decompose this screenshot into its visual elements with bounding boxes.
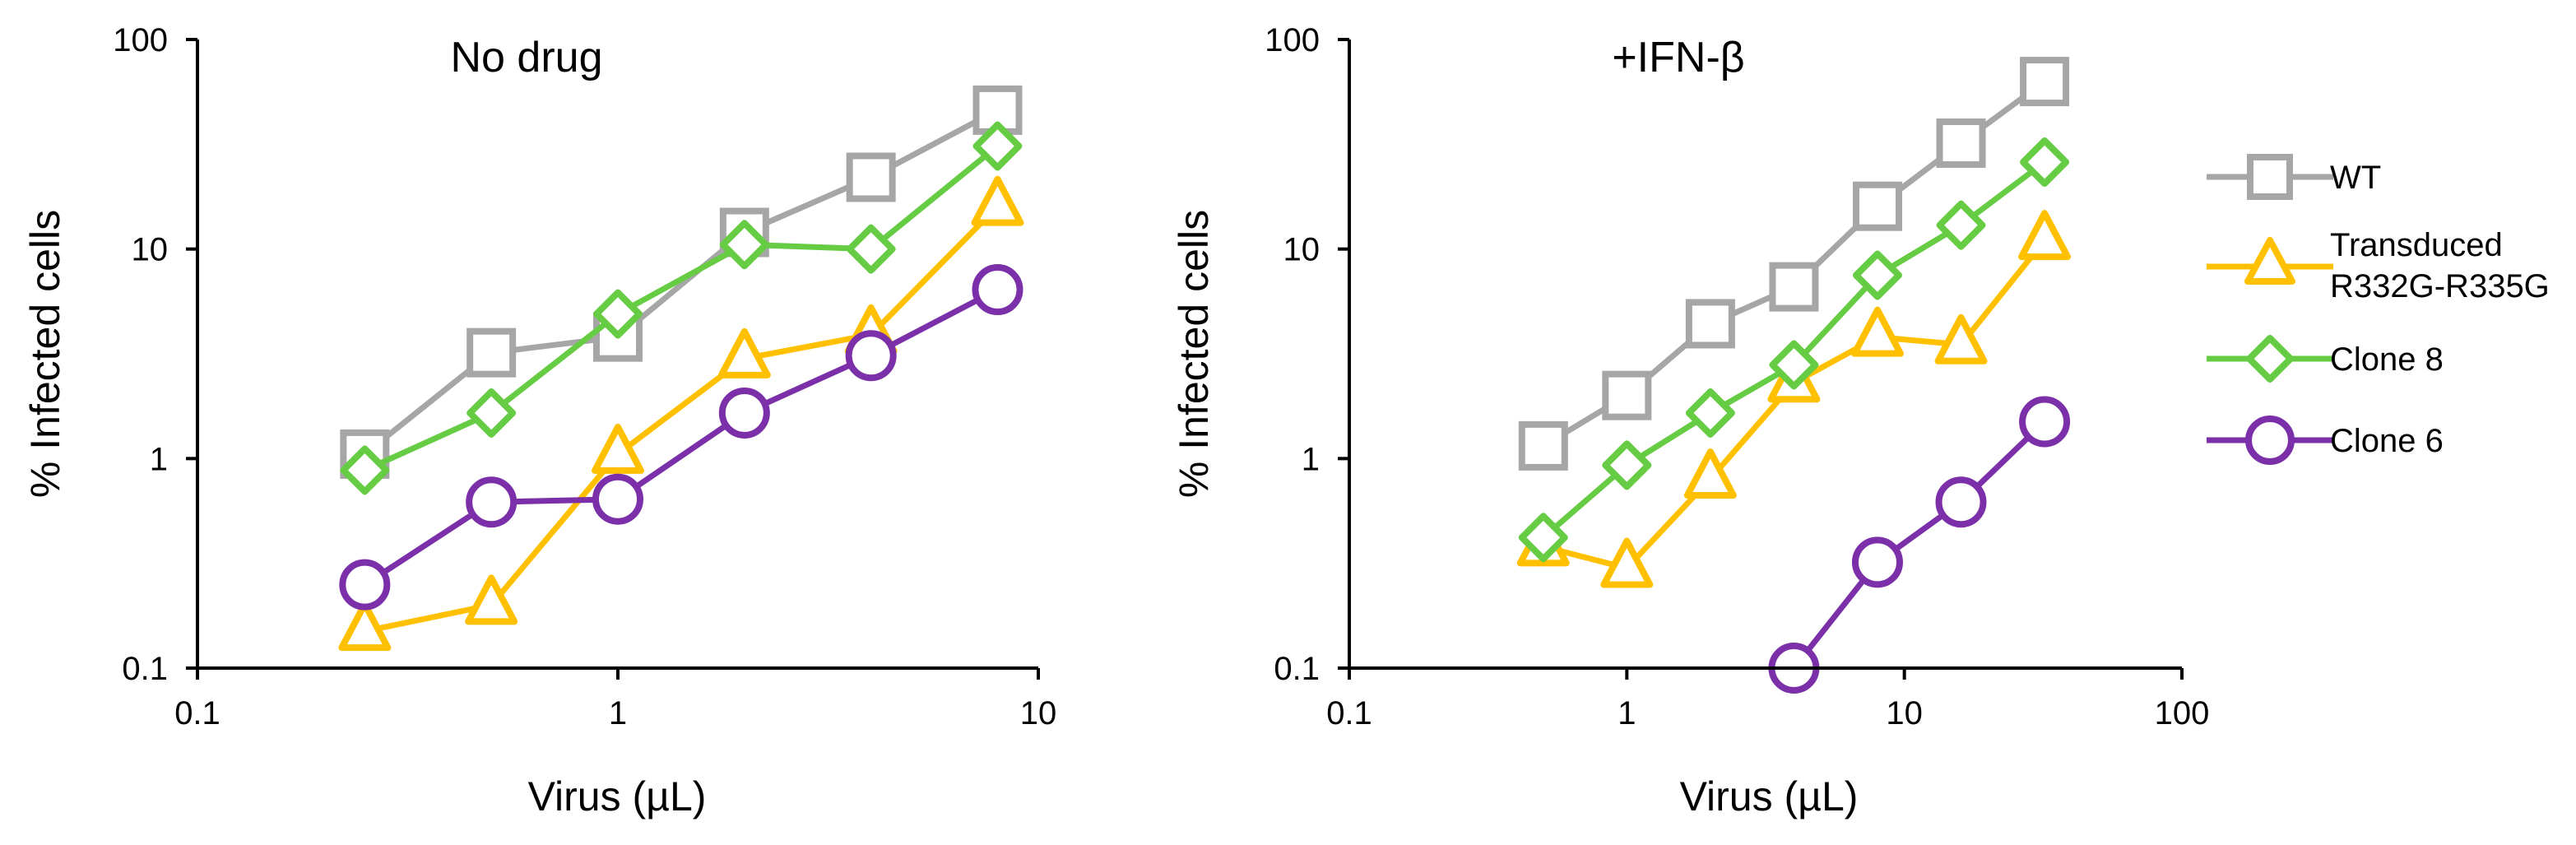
legend-label-clone-6: Clone 6 [2330, 423, 2444, 459]
legend-label-line-2: R332G-R335G [2330, 268, 2550, 304]
data-point-clone-6 [845, 330, 897, 382]
data-point-clone-6 [1935, 476, 1987, 528]
series-clone-8 [340, 121, 1023, 495]
y-tick-label: 0.1 [122, 651, 168, 687]
data-point-clone-8 [1936, 200, 1986, 250]
x-tick-label: 10 [1886, 695, 1923, 731]
data-point-transduced-r332g-r335g [971, 175, 1024, 226]
legend-label-clone-8: Clone 8 [2330, 341, 2444, 378]
y-tick-label: 1 [150, 441, 168, 477]
chart-panel-no-drug: 0.1 1 10 0.1 1 10 100 No drug Virus (µL) % Inf… [22, 22, 1056, 819]
series-layer [1516, 57, 2072, 694]
data-point-wt [1602, 370, 1652, 420]
series-line-transduced-r332g-r335g [364, 204, 1000, 634]
axes-layer: 0.1 1 10 0.1 1 10 100 [113, 22, 1056, 731]
data-point-clone-8 [1769, 340, 1819, 390]
data-point-transduced-r332g-r335g [1600, 537, 1654, 588]
x-tick-label: 0.1 [174, 695, 220, 731]
data-point-wt [2020, 57, 2070, 107]
data-point-transduced-r332g-r335g [1683, 448, 1737, 499]
data-point-wt [1518, 420, 1568, 471]
y-tick-label: 0.1 [1274, 651, 1320, 687]
legend-label-transduced: Transduced R332G-R335G [2330, 227, 2550, 304]
legend-item-clone-6: Clone 6 [2207, 416, 2444, 465]
data-point-clone-8 [719, 220, 769, 270]
data-point-clone-6 [466, 476, 518, 528]
data-point-wt [1769, 262, 1819, 312]
data-point-clone-8 [1602, 440, 1652, 490]
data-point-transduced-r332g-r335g [465, 574, 518, 625]
data-point-clone-8 [1518, 513, 1568, 563]
x-tick-label: 100 [2155, 695, 2210, 731]
data-point-transduced-r332g-r335g [717, 327, 771, 378]
series-wt [1518, 57, 2070, 471]
x-tick-label: 1 [609, 695, 627, 731]
legend-item-wt: WT [2207, 154, 2381, 200]
triangle-marker-icon [2244, 237, 2295, 285]
data-point-clone-6 [2019, 396, 2071, 448]
square-marker-icon [2247, 154, 2293, 200]
data-point-clone-6 [718, 387, 770, 439]
data-point-clone-8 [466, 388, 517, 438]
data-point-transduced-r332g-r335g [338, 601, 392, 652]
data-point-wt [466, 327, 517, 378]
series-line-clone-6 [363, 286, 1000, 587]
legend-label-line-1: Transduced [2330, 227, 2503, 263]
data-point-clone-8 [1685, 388, 1735, 438]
series-clone-8 [1518, 137, 2070, 563]
series-transduced-r332g-r335g [338, 175, 1024, 652]
data-point-wt [846, 152, 896, 202]
series-line-clone-8 [363, 143, 1000, 473]
legend: WT Transduced R332G-R335G Clone 8 Clone … [2207, 154, 2550, 465]
x-tick-label: 0.1 [1326, 695, 1372, 731]
legend-item-clone-8: Clone 8 [2207, 335, 2444, 383]
data-point-wt [1852, 181, 1902, 231]
data-point-clone-6 [339, 559, 391, 611]
data-point-clone-6 [972, 264, 1023, 316]
data-point-transduced-r332g-r335g [2018, 210, 2072, 261]
y-tick-label: 10 [132, 232, 169, 268]
data-point-clone-8 [340, 445, 390, 495]
data-point-wt [1685, 299, 1735, 349]
legend-item-transduced: Transduced R332G-R335G [2207, 227, 2550, 304]
series-clone-6 [1768, 396, 2071, 694]
data-point-clone-8 [1852, 250, 1902, 300]
legend-label-wt: WT [2330, 160, 2381, 196]
x-axis-label: Virus (µL) [1680, 773, 1859, 819]
data-point-transduced-r332g-r335g [592, 423, 644, 474]
series-layer [338, 85, 1024, 652]
chart-title: +IFN-β [1612, 34, 1744, 81]
data-point-clone-6 [1851, 536, 1903, 588]
data-point-clone-6 [592, 473, 643, 525]
data-point-transduced-r332g-r335g [1934, 313, 1988, 364]
chart-title: No drug [451, 34, 603, 81]
y-axis-label: % Infected cells [22, 210, 68, 498]
data-point-clone-8 [846, 224, 896, 274]
x-axis-label: Virus (µL) [528, 773, 707, 819]
y-tick-label: 100 [113, 22, 168, 58]
x-tick-label: 10 [1020, 695, 1057, 731]
data-point-wt [1936, 118, 1986, 169]
chart-panel-ifn-beta: 0.1 1 10 100 0.1 1 10 100 +IFN-β Virus (µL) % I… [1171, 22, 2209, 819]
axes-layer: 0.1 1 10 100 0.1 1 10 100 [1265, 22, 2209, 731]
x-tick-label: 1 [1618, 695, 1636, 731]
series-line-clone-6 [1791, 419, 2047, 671]
y-tick-label: 1 [1302, 441, 1320, 477]
data-point-clone-8 [972, 121, 1023, 171]
y-tick-label: 10 [1283, 232, 1320, 268]
y-axis-label: % Infected cells [1171, 210, 1217, 498]
diamond-marker-icon [2246, 335, 2294, 383]
data-point-transduced-r332g-r335g [1850, 306, 1904, 357]
circle-marker-icon [2245, 416, 2295, 465]
data-point-clone-8 [2020, 137, 2070, 187]
series-clone-6 [339, 264, 1023, 611]
data-point-clone-8 [593, 289, 643, 339]
y-tick-label: 100 [1265, 22, 1320, 58]
